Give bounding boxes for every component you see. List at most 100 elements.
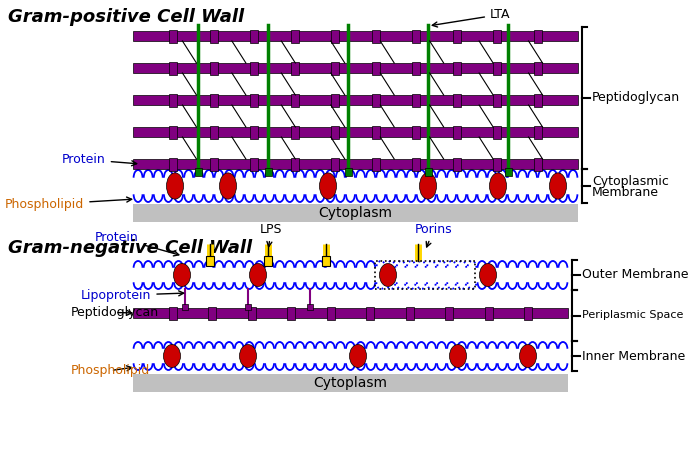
Text: Peptidoglycan: Peptidoglycan [592,91,680,105]
Bar [210,125,218,138]
Text: Porins: Porins [415,223,452,247]
Text: Cytoplasmic: Cytoplasmic [592,174,669,187]
Bar [534,30,541,42]
Text: Inner Membrane: Inner Membrane [582,349,686,363]
Bar [375,261,475,289]
Bar [493,62,501,74]
Bar [452,125,461,138]
Text: Phospholipid: Phospholipid [71,364,150,377]
Bar [485,307,493,319]
Bar [208,307,216,319]
Bar [412,94,420,106]
Bar [493,94,501,106]
Bar [534,94,541,106]
Ellipse shape [239,344,257,367]
Bar [182,304,188,310]
Bar [291,157,299,171]
Text: Membrane: Membrane [592,187,659,200]
Bar [505,168,512,176]
Bar [345,168,351,176]
Text: Phospholipid: Phospholipid [5,197,132,211]
Bar [493,125,501,138]
Ellipse shape [420,173,436,199]
Text: Cytoplasm: Cytoplasm [319,206,393,220]
Bar [412,30,420,42]
Ellipse shape [550,173,567,199]
Bar [133,374,568,392]
Ellipse shape [379,263,397,286]
Text: LTA: LTA [432,8,510,27]
Bar [133,159,578,169]
Text: Lipoprotein: Lipoprotein [81,289,184,302]
Bar [206,256,214,266]
Ellipse shape [480,263,496,286]
Bar [445,307,453,319]
Text: Outer Membrane: Outer Membrane [582,268,688,282]
Bar [452,157,461,171]
Bar [331,125,339,138]
Bar [534,62,541,74]
Ellipse shape [164,344,180,367]
Ellipse shape [319,173,336,199]
Bar [291,94,299,106]
Bar [412,62,420,74]
Ellipse shape [173,263,191,286]
Bar [169,125,177,138]
Bar [133,127,578,137]
Bar [287,307,295,319]
Ellipse shape [519,344,537,367]
Bar [372,125,380,138]
Bar [412,125,420,138]
Bar [133,204,578,222]
Bar [245,304,251,310]
Bar [525,307,532,319]
Text: LPS: LPS [260,223,283,247]
Ellipse shape [450,344,466,367]
Bar [291,125,299,138]
Bar [331,157,339,171]
Bar [534,125,541,138]
Bar [425,168,432,176]
Bar [366,307,374,319]
Bar [133,95,578,105]
Bar [452,30,461,42]
Bar [372,30,380,42]
Bar [452,62,461,74]
Bar [168,307,177,319]
Bar [251,94,258,106]
Bar [210,157,218,171]
Bar [169,30,177,42]
Bar [251,125,258,138]
Bar [251,30,258,42]
Bar [210,62,218,74]
Bar [412,157,420,171]
Bar [264,168,271,176]
Bar [169,94,177,106]
Ellipse shape [219,173,237,199]
Bar [210,94,218,106]
Bar [331,30,339,42]
Bar [133,308,568,318]
Text: Protein: Protein [62,153,136,166]
Bar [133,63,578,73]
Bar [372,157,380,171]
Text: Periplasmic Space: Periplasmic Space [582,310,683,320]
Bar [169,157,177,171]
Bar [322,256,330,266]
Bar [372,62,380,74]
Bar [307,304,313,310]
Bar [133,31,578,41]
Bar [406,307,414,319]
Text: Cytoplasm: Cytoplasm [313,376,388,390]
Bar [493,30,501,42]
Bar [251,157,258,171]
Text: Gram-negative Cell Wall: Gram-negative Cell Wall [8,239,252,257]
Bar [264,256,272,266]
Ellipse shape [249,263,267,286]
Bar [534,157,541,171]
Bar [251,62,258,74]
Bar [493,157,501,171]
Bar [452,94,461,106]
Ellipse shape [349,344,367,367]
Bar [194,168,202,176]
